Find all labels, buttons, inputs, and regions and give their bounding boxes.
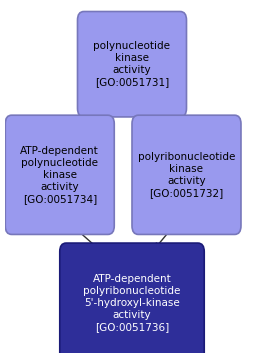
FancyBboxPatch shape <box>78 12 186 117</box>
FancyBboxPatch shape <box>60 243 204 360</box>
FancyBboxPatch shape <box>132 115 241 234</box>
FancyBboxPatch shape <box>5 115 114 234</box>
Text: ATP-dependent
polyribonucleotide
5'-hydroxyl-kinase
activity
[GO:0051736]: ATP-dependent polyribonucleotide 5'-hydr… <box>83 274 181 332</box>
Text: polyribonucleotide
kinase
activity
[GO:0051732]: polyribonucleotide kinase activity [GO:0… <box>138 152 235 198</box>
Text: ATP-dependent
polynucleotide
kinase
activity
[GO:0051734]: ATP-dependent polynucleotide kinase acti… <box>20 146 99 204</box>
Text: polynucleotide
kinase
activity
[GO:0051731]: polynucleotide kinase activity [GO:00517… <box>93 41 171 87</box>
